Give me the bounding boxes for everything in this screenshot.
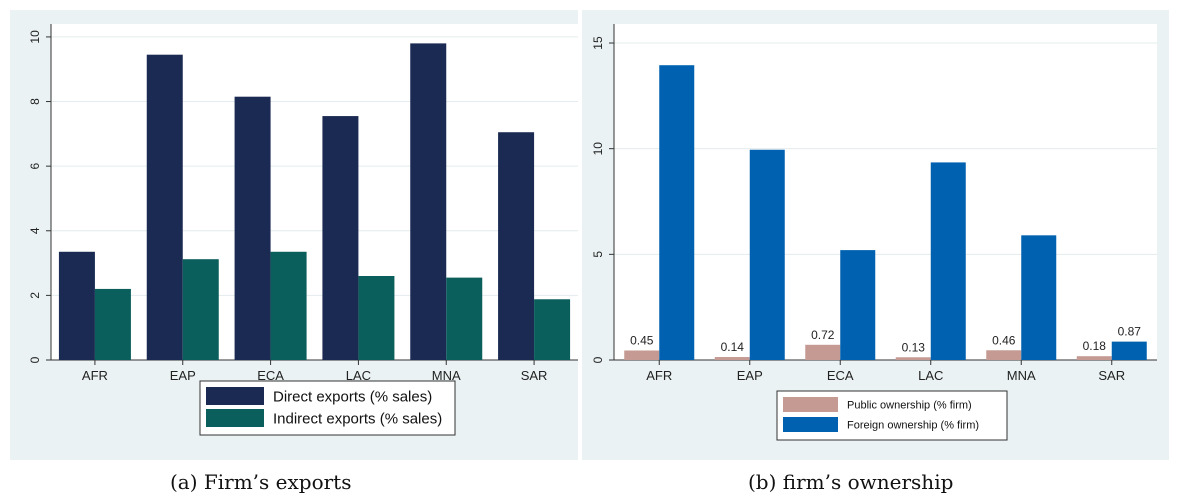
caption-ownership: (b) firm’s ownership [748,470,954,494]
bar [410,43,447,361]
bar [840,250,876,360]
legend-swatch [206,409,264,427]
bar [534,299,571,360]
x-tick-label: EAP [170,368,196,383]
bar [895,357,931,360]
y-tick-label: 5 [591,251,605,258]
bar [749,149,785,360]
y-tick-label: 8 [28,98,42,105]
bar [234,96,271,360]
y-tick-label: 6 [28,162,42,169]
data-label: 0.45 [630,333,654,347]
bar [659,65,695,360]
bar [182,259,219,360]
bar [1076,356,1112,360]
data-label: 0.72 [811,328,835,342]
x-tick-label: EAP [737,368,763,383]
exports-chart: 0 2 4 6 8 10 AFR EAP ECA LAC MNA SAR Direct exports … [10,10,578,460]
bar [270,251,307,360]
bar [1021,235,1057,360]
x-tick-label: SAR [1098,368,1125,383]
x-tick-label: LAC [346,368,371,383]
x-tick-label: LAC [918,368,943,383]
bar [146,54,183,360]
bar [986,350,1022,360]
x-tick-label: ECA [257,368,284,383]
legend: Public ownership (% firm) Foreign ownersh… [776,390,1008,441]
x-tick-label: MNA [432,368,461,383]
legend-label: Public ownership (% firm) [847,399,972,411]
y-tick-label: 10 [28,30,42,44]
y-tick-label: 0 [591,356,605,363]
y-tick-label: 4 [28,227,42,234]
bar [498,132,535,360]
legend-swatch [206,387,264,405]
data-label: 0.46 [992,333,1016,347]
bar [805,344,841,360]
caption-exports: (a) Firm’s exports [170,470,352,494]
plot-area [614,24,1157,360]
legend-label: Foreign ownership (% firm) [847,419,979,431]
legend: Direct exports (% sales) Indirect exports… [199,380,456,436]
plot-area [51,24,578,360]
x-tick-label: AFR [646,368,672,383]
x-tick-label: AFR [82,368,108,383]
bar [624,350,660,360]
data-label: 0.18 [1083,339,1107,353]
bar [1111,341,1147,360]
y-tick-label: 15 [591,36,605,50]
legend-swatch [783,397,838,412]
bar [322,116,359,360]
y-tick-label: 10 [591,142,605,156]
data-label: 0.13 [902,340,926,354]
x-tick-label: ECA [827,368,854,383]
exports-chart-panel: 0 2 4 6 8 10 AFR EAP ECA LAC MNA SAR Direct exports … [10,10,578,460]
bar [930,162,966,360]
ownership-chart-panel: 0 5 10 15 0.45 AFR 0.14 EAP 0.72 ECA 0.13 LAC 0.46 MN… [582,10,1169,460]
data-label: 0.14 [721,340,745,354]
y-tick-label: 2 [28,292,42,299]
y-tick-label: 0 [28,356,42,363]
bar [94,288,131,360]
legend-swatch [783,417,838,432]
bar [714,357,750,360]
x-tick-label: MNA [1007,368,1036,383]
x-tick-label: SAR [521,368,548,383]
legend-label: Indirect exports (% sales) [273,410,442,427]
data-label: 0.87 [1118,325,1142,339]
ownership-chart: 0 5 10 15 0.45 AFR 0.14 EAP 0.72 ECA 0.13 LAC 0.46 MN… [582,10,1169,460]
bar [446,277,483,360]
legend-label: Direct exports (% sales) [273,388,432,405]
bar [58,251,95,360]
bar [358,276,395,360]
